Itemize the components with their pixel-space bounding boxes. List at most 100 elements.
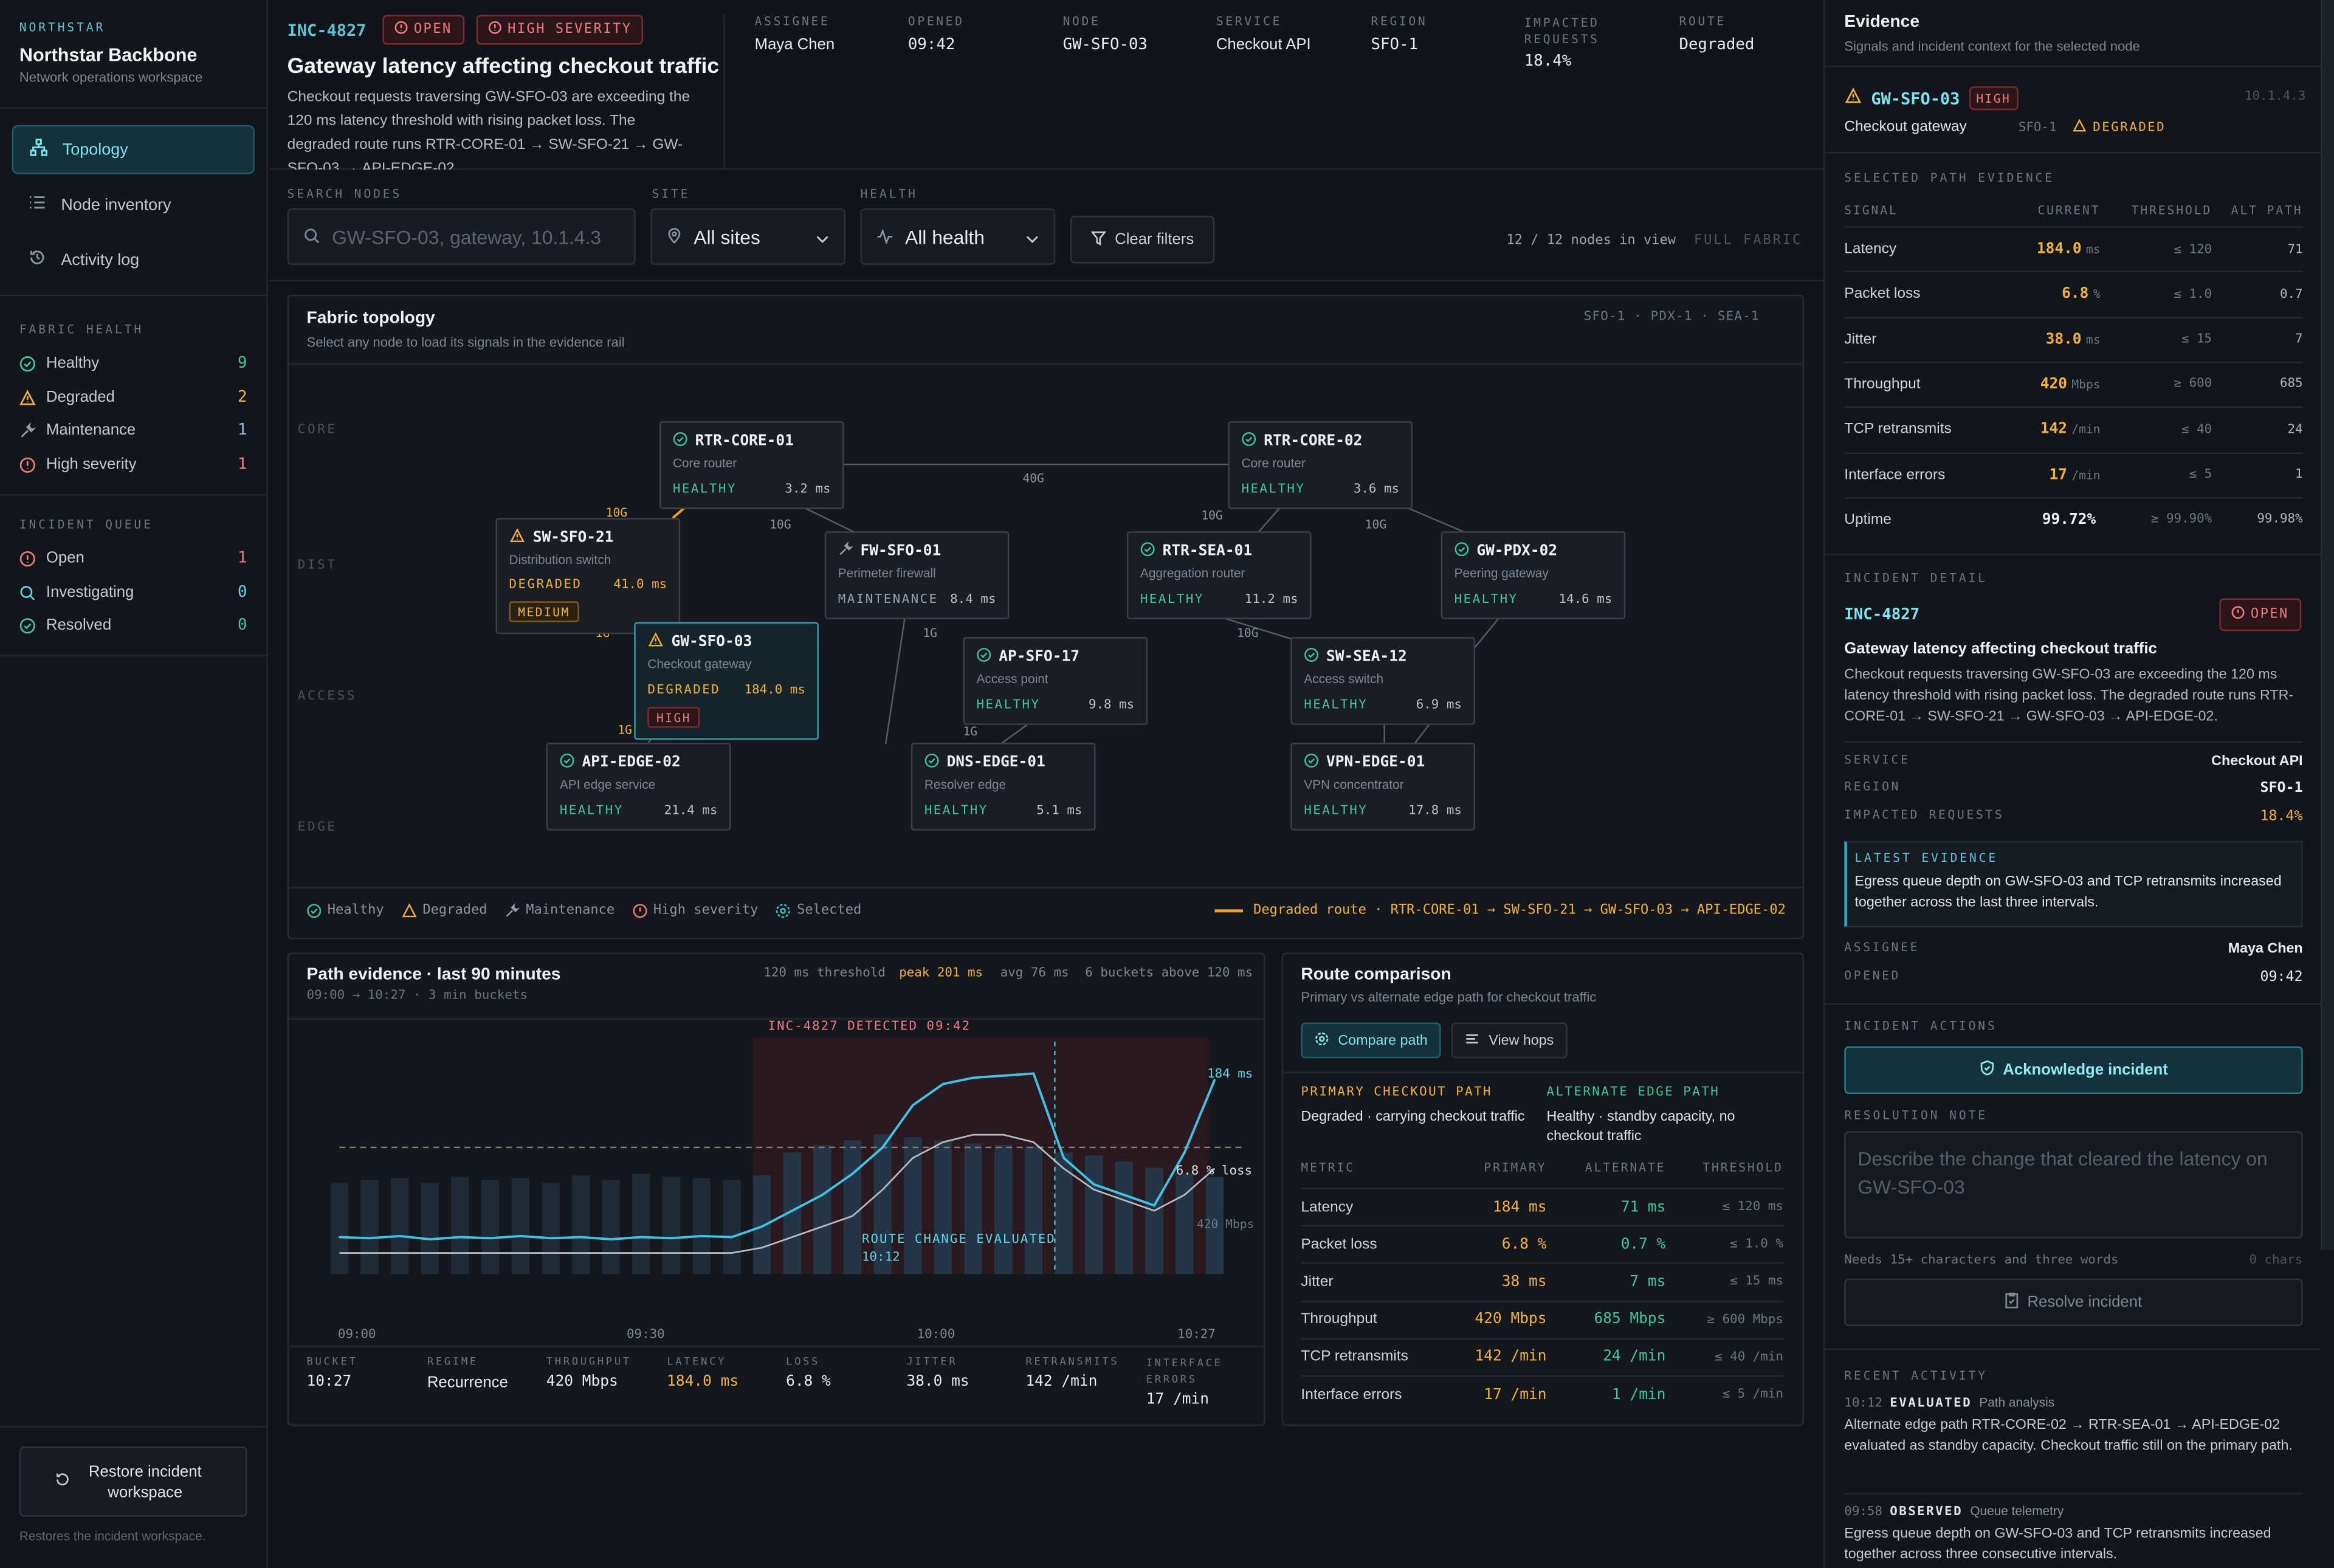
health-row-high-severity[interactable]: High severity 1 — [19, 455, 247, 473]
node-sw-sea-12[interactable]: SW-SEA-12 Access switch HEALTHY 6.9 ms — [1290, 637, 1475, 725]
clipboard-check-icon — [2005, 1292, 2019, 1313]
throughput-bar — [723, 1180, 741, 1274]
node-gw-sfo-03[interactable]: GW-SFO-03 Checkout gateway DEGRADED 184.0 m… — [634, 622, 819, 740]
evidence-scrollbar[interactable] — [2320, 0, 2334, 1251]
latency-point — [761, 1225, 763, 1228]
col-header: ALT PATH — [2231, 204, 2303, 218]
route-link — [672, 506, 686, 519]
node-sw-sfo-21[interactable]: SW-SFO-21 Distribution switch DEGRADED 41.0… — [495, 518, 681, 634]
warning-icon — [402, 903, 417, 918]
nav-node-inventory[interactable]: Node inventory — [12, 180, 255, 229]
compare-path-button[interactable]: Compare path — [1301, 1022, 1441, 1059]
link-label: 10G — [1201, 509, 1223, 523]
warning-icon — [19, 389, 36, 405]
nav-topology[interactable]: Topology — [12, 125, 255, 174]
kv-label: REGION — [1844, 780, 1901, 794]
node-fw-sfo-01[interactable]: FW-SFO-01 Perimeter firewall MAINTENANCE 8.… — [824, 531, 1010, 619]
path-evidence-title: Path evidence · last 90 minutes — [306, 966, 561, 984]
health-row-maintenance[interactable]: Maintenance 1 — [19, 421, 247, 439]
alert-circle-icon — [2231, 606, 2245, 624]
node-role: Access point — [976, 671, 1048, 686]
col-header: THRESHOLD — [2131, 204, 2212, 218]
route-cell: 685 Mbps — [1594, 1311, 1666, 1328]
hops-icon — [1465, 1031, 1479, 1050]
node-latency: 9.8 ms — [1088, 698, 1135, 714]
selected-node-header: GW-SFO-03 HIGH — [1844, 85, 2019, 112]
throughput-bar — [934, 1140, 952, 1274]
meta-value: SFO-1 — [1371, 35, 1418, 54]
health-count: 9 — [238, 354, 247, 373]
node-dns-edge-01[interactable]: DNS-EDGE-01 Resolver edge HEALTHY 5.1 ms — [911, 743, 1096, 831]
link-label: 10G — [1237, 627, 1259, 641]
evidence-current: 142/min — [1993, 422, 2101, 438]
incident-actions-section: INCIDENT ACTIONS — [1844, 1019, 1997, 1033]
route-cell: 17 /min — [1484, 1386, 1547, 1403]
queue-row-open[interactable]: Open 1 — [19, 549, 247, 567]
clear-filters-button[interactable]: Clear filters — [1070, 216, 1215, 264]
stat-loss: LOSS 6.8 % — [786, 1356, 831, 1390]
route-comparison-title: Route comparison — [1301, 966, 1451, 984]
evidence-cell: 99.72% — [2042, 511, 2096, 528]
health-row-degraded[interactable]: Degraded 2 — [19, 388, 247, 407]
link — [1217, 615, 1295, 641]
resolve-button[interactable]: Resolve incident — [1844, 1278, 2303, 1327]
col-header: METRIC — [1301, 1161, 1355, 1175]
node-latency: 11.2 ms — [1244, 592, 1298, 608]
tier-access: ACCESS — [297, 689, 357, 704]
search-icon — [19, 584, 36, 600]
node-vpn-edge-01[interactable]: VPN-EDGE-01 VPN concentrator HEALTHY 17.8 m… — [1290, 743, 1475, 831]
evidence-current: 17/min — [1993, 467, 2101, 483]
view-hops-button[interactable]: View hops — [1451, 1022, 1568, 1059]
search-input[interactable]: GW-SFO-03, gateway, 10.1.4.3 — [287, 208, 636, 265]
evidence-cell: ≤ 120 — [2174, 241, 2212, 257]
node-api-edge-02[interactable]: API-EDGE-02 API edge service HEALTHY 21.4 m… — [546, 743, 731, 831]
evidence-cell: 71 — [2287, 241, 2303, 257]
site-select[interactable]: All sites — [650, 208, 846, 265]
latency-point — [1062, 1157, 1065, 1159]
evidence-current: 38.0 ms — [1993, 331, 2101, 348]
activity-time: 10:12 — [1844, 1396, 1882, 1411]
legend-label: Healthy — [327, 903, 384, 919]
warning-icon — [509, 528, 526, 548]
node-gw-pdx-02[interactable]: GW-PDX-02 Peering gateway HEALTHY 14.6 ms — [1441, 531, 1626, 619]
path-evidence-section: SELECTED PATH EVIDENCE — [1844, 171, 2055, 185]
health-row-healthy[interactable]: Healthy 9 — [19, 354, 247, 372]
evidence-row: Latency 184.0 ms ≤ 120 71 — [1844, 226, 2303, 270]
health-select[interactable]: All health — [860, 208, 1056, 265]
activity-kind: OBSERVED — [1890, 1504, 1963, 1520]
node-rtr-core-02[interactable]: RTR-CORE-02 Core router HEALTHY 3.6 ms — [1228, 421, 1413, 509]
compare-icon — [1314, 1031, 1329, 1050]
topology-links — [647, 463, 1501, 745]
resolution-note-input[interactable]: Describe the change that cleared the lat… — [1844, 1131, 2303, 1239]
latency-point — [670, 1237, 673, 1239]
restore-workspace-button[interactable]: Restore incident workspace — [19, 1446, 247, 1517]
link — [884, 616, 906, 744]
node-rtr-core-01[interactable]: RTR-CORE-01 Core router HEALTHY 3.2 ms — [659, 421, 844, 509]
warning-icon — [2072, 119, 2087, 137]
acknowledge-button[interactable]: Acknowledge incident — [1844, 1046, 2303, 1095]
node-rtr-sea-01[interactable]: RTR-SEA-01 Aggregation router HEALTHY 11.2 … — [1126, 531, 1312, 619]
nav-activity-log[interactable]: Activity log — [12, 235, 255, 284]
kv-value: Maya Chen — [2228, 940, 2303, 957]
check-circle-icon — [924, 753, 939, 772]
meta-label: REGION — [1371, 15, 1428, 29]
tier-dist: DIST — [297, 558, 337, 573]
queue-row-resolved[interactable]: Resolved 0 — [19, 616, 247, 634]
node-ap-sfo-17[interactable]: AP-SFO-17 Access point HEALTHY 9.8 ms — [963, 637, 1148, 725]
route-cell: Packet loss — [1301, 1236, 1377, 1253]
stat-value: 38.0 ms — [906, 1374, 969, 1391]
detail-title: Gateway latency affecting checkout traff… — [1844, 640, 2157, 658]
meta-service: SERVICE Checkout API — [1216, 15, 1311, 53]
route-change-time: 10:12 — [861, 1250, 900, 1265]
node-status: HEALTHY — [1454, 592, 1518, 608]
queue-row-investigating[interactable]: Investigating 0 — [19, 583, 247, 601]
evidence-current: 6.8% — [1993, 286, 2100, 303]
stat-regime: REGIME Recurrence — [427, 1356, 508, 1392]
latency-point — [1123, 1194, 1125, 1196]
link — [1000, 724, 1028, 745]
route-cell: 1 /min — [1611, 1386, 1666, 1403]
node-latency: 184.0 ms — [744, 683, 805, 698]
node-name: SW-SFO-21 — [532, 529, 614, 546]
detail-region: REGION SFO-1 — [1844, 780, 2302, 796]
check-circle-icon — [1304, 647, 1319, 667]
